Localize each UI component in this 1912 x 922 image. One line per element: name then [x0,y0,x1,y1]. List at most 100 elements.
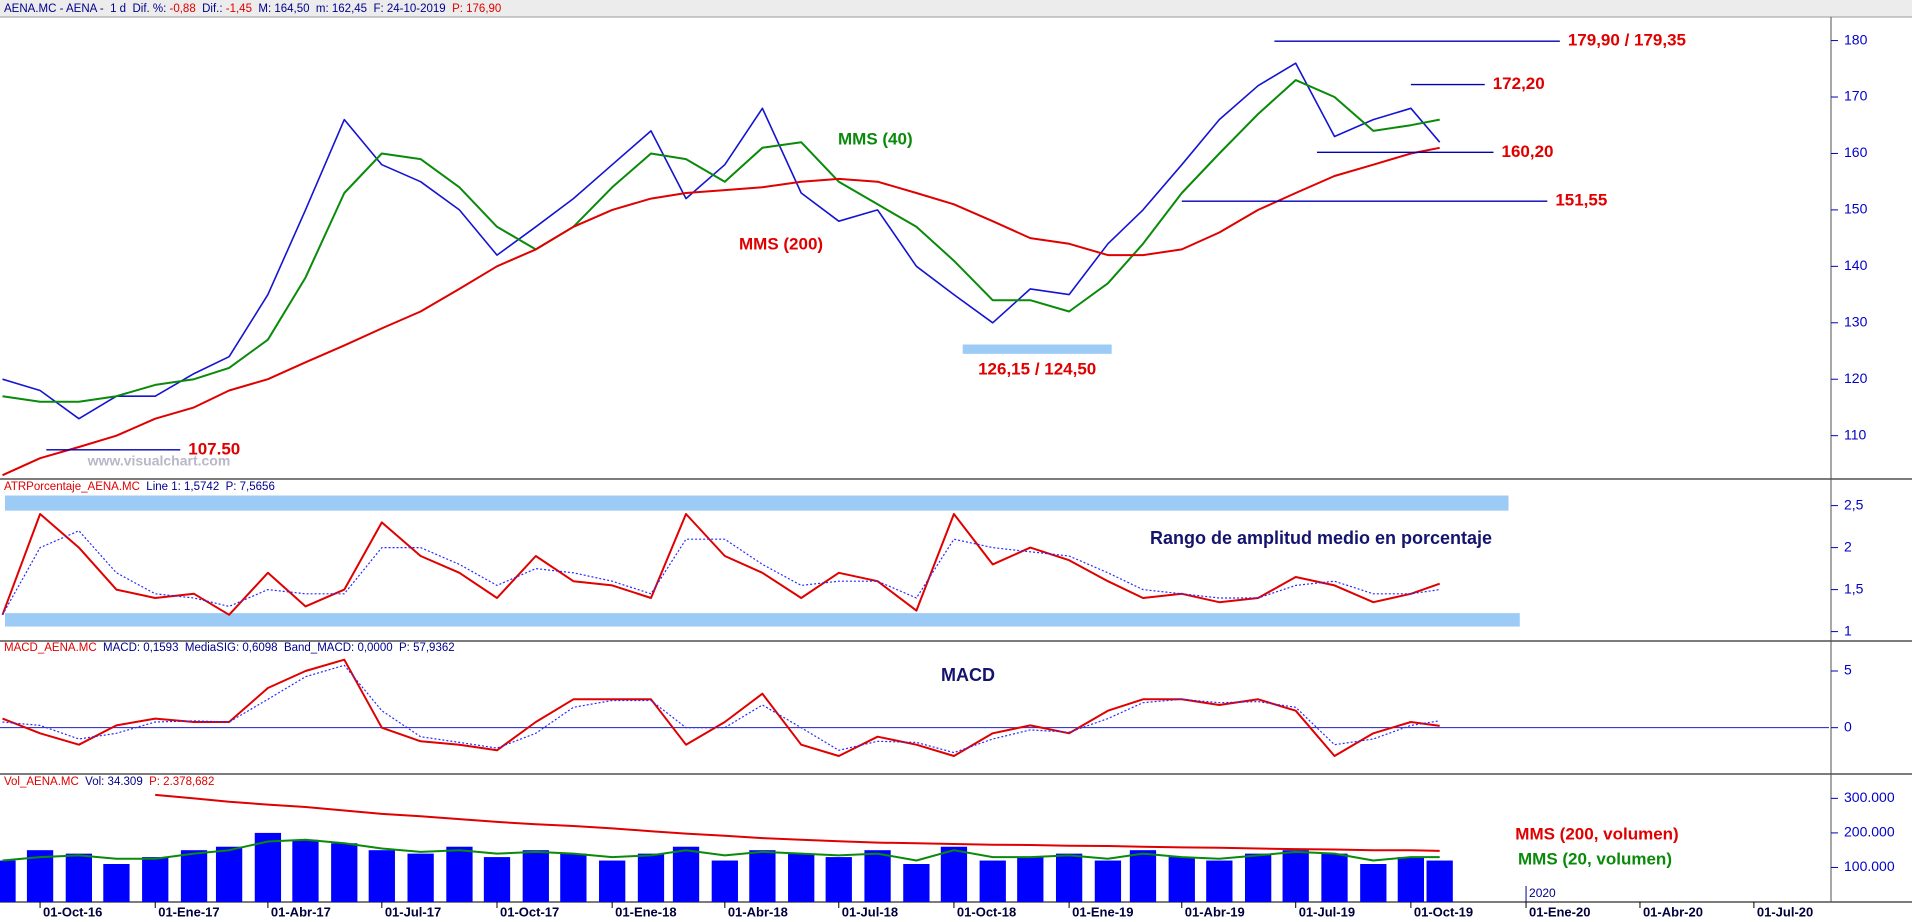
header-part: Vol: 34.309 [79,776,149,788]
volume-bar [407,853,434,902]
header-part: MACD_AENA.MC [4,642,97,654]
series-line [2,79,1440,403]
x-tick-label: 01-Oct-18 [957,904,1016,919]
level-label: 107.50 [188,439,240,458]
header-part: -0,88 [170,3,196,15]
y-tick-label: 150 [1844,201,1868,217]
volume-bar [560,853,587,902]
header-bar [0,0,1912,17]
header-part: M: 164,50 m: 162,45 F: 24-10-2019 [252,3,452,15]
series-line [2,838,1440,862]
x-tick-label: 01-Abr-19 [1185,904,1245,919]
x-tick-label: 01-Ene-19 [1072,904,1133,919]
x-tick-label: 01-Abr-18 [728,904,788,919]
highlight-zone [5,495,1509,511]
y-tick-label: 5 [1844,662,1852,678]
volume-bar [65,853,93,902]
header-part: P: 2.378,682 [149,776,214,788]
y-tick-label: 1 [1844,622,1852,638]
volume-bar [637,853,665,902]
volume-bar [979,860,1006,902]
panel-header: AENA.MC - AENA - 1 d Dif. %: -0,88 Dif.:… [4,3,501,15]
volume-bar [903,864,930,902]
volume-bar [1321,853,1348,902]
x-tick-label: 01-Ene-20 [1529,904,1590,919]
level-label: 160,20 [1501,142,1553,161]
zone-label: 126,15 / 124,50 [978,359,1096,378]
y-tick-label: 1,5 [1844,580,1864,596]
volume-bar [1129,850,1157,902]
y-tick-label: 170 [1844,88,1868,104]
volume-bar [1168,857,1195,902]
y-tick-label: 200.000 [1844,824,1895,840]
series-line [2,62,1441,420]
y-tick-label: 2,5 [1844,496,1864,512]
panel-header: MACD_AENA.MC MACD: 0,1593 MediaSIG: 0,60… [4,642,455,654]
volume-bar [292,839,319,902]
plot-layer: AENA.MC - AENA - 1 d Dif. %: -0,88 Dif.:… [0,3,1895,919]
header-part: Vol_AENA.MC [4,776,79,788]
panel-title: MACD [941,665,995,685]
header-part: AENA.MC - AENA - 1 d Dif. %: [4,3,170,15]
volume-bar [180,850,208,902]
volume-bar [331,843,358,902]
volume-bar [1206,860,1233,902]
series-line [2,658,1440,757]
y-tick-label: 130 [1844,313,1868,329]
x-tick-label: 01-Jul-20 [1757,904,1813,919]
x-tick-label: 01-Ene-18 [615,904,676,919]
volume-bar [599,860,626,902]
x-tick-label: 01-Oct-16 [43,904,102,919]
volume-bar [749,850,776,902]
x-tick-label: 01-Abr-20 [1643,904,1703,919]
volume-bar [522,850,549,902]
volume-bar [672,846,700,902]
header-part: Line 1: 1,5742 P: 7,5656 [140,481,275,493]
y-tick-label: 110 [1844,426,1867,442]
volume-bar [864,850,891,902]
watermark: www.visualchart.com [87,453,231,469]
series-label: MMS (20, volumen) [1518,849,1672,868]
volume-bar [483,857,511,902]
x-tick-label: 01-Jul-17 [385,904,441,919]
volume-bar [940,846,968,902]
volume-bar [1397,857,1425,902]
panel-title: Rango de amplitud medio en porcentaje [1150,528,1492,548]
y-tick-label: 2 [1844,538,1852,554]
highlight-zone [962,344,1112,354]
series-line [2,146,1440,477]
x-tick-label: 01-Ene-17 [158,904,219,919]
level-label: 179,90 / 179,35 [1568,31,1686,50]
volume-bar [215,846,243,902]
y-tick-label: 180 [1844,31,1868,47]
volume-bar [1055,853,1083,902]
volume-bar [711,860,738,902]
volume-bar [368,850,395,902]
volume-bar [1360,864,1387,902]
volume-bar [1426,860,1453,902]
volume-bar [825,857,852,902]
header-part: P: 176,90 [452,3,501,15]
panel-header: ATRPorcentaje_AENA.MC Line 1: 1,5742 P: … [4,481,275,493]
series-label: MMS (40) [838,129,913,148]
y-tick-label: 160 [1844,144,1868,160]
x-tick-label: 01-Oct-19 [1414,904,1473,919]
volume-bar [446,846,473,902]
volume-bar [1017,857,1044,902]
x-tick-label: 01-Abr-17 [271,904,331,919]
highlight-zone [5,613,1520,627]
y-tick-label: 100.000 [1844,858,1895,874]
volume-bar [142,857,169,902]
volume-bar [788,853,815,902]
volume-bar [0,860,16,902]
year-label: 2020 [1529,886,1556,900]
series-line [155,793,1440,852]
level-label: 172,20 [1493,74,1545,93]
series-line [1,530,1440,616]
y-tick-label: 140 [1844,257,1868,273]
header-part: MACD: 0,1593 MediaSIG: 0,6098 Band_MACD:… [97,642,455,654]
y-tick-label: 0 [1844,718,1852,734]
